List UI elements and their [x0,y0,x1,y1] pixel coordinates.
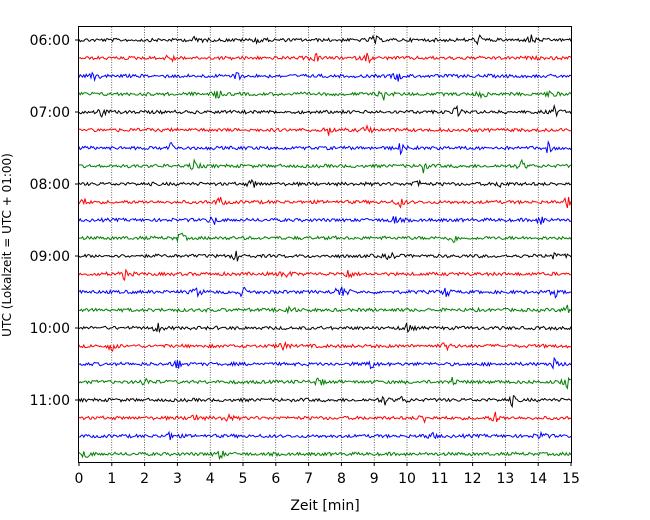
seismic-trace [78,394,572,409]
y-axis-label: UTC (Lokalzeit = UTC + 01:00) [0,153,14,337]
grid-layer [111,27,539,462]
seismic-trace [78,341,572,352]
x-tick-label: 14 [529,471,547,487]
seismic-trace [78,90,572,101]
y-axis: 06:00 07:00 08:00 09:00 10:00 11:00 [30,33,79,409]
y-tick-label: 10:00 [30,321,70,337]
seismic-trace [78,250,572,262]
seismic-trace [78,411,572,424]
x-tick-label: 9 [370,471,379,487]
x-tick-label: 1 [107,471,116,487]
x-tick-label: 8 [337,471,346,487]
x-axis-label: Zeit [min] [290,498,359,514]
x-tick-label: 2 [140,471,149,487]
x-tick-label: 10 [398,471,416,487]
seismic-trace [78,178,572,189]
x-tick-label: 11 [431,471,449,487]
seismic-trace [78,356,572,370]
x-tick-label: 7 [304,471,313,487]
seismic-trace [78,304,572,315]
y-tick-label: 07:00 [30,105,70,121]
seismic-trace [78,103,572,118]
x-tick-label: 4 [206,471,215,487]
seismic-trace [78,196,572,209]
seismic-trace [78,140,572,156]
seismic-trace [78,34,572,46]
seismic-trace [78,322,572,334]
x-tick-label: 12 [464,471,482,487]
seismic-trace [78,376,572,390]
seismic-trace [78,124,572,136]
y-tick-label: 06:00 [30,33,70,49]
y-tick-label: 09:00 [30,249,70,265]
x-tick-label: 6 [271,471,280,487]
seismic-trace [78,52,572,64]
x-tick-label: 0 [75,471,84,487]
plot-frame [78,26,572,463]
trace-layer [78,34,572,461]
seismic-trace [78,71,572,83]
y-tick-label: 08:00 [30,177,70,193]
seismic-trace [78,285,572,299]
seismic-trace [78,232,572,243]
x-tick-label: 15 [562,471,580,487]
seismic-trace [78,450,572,461]
x-tick-label: 13 [496,471,514,487]
x-tick-label: 5 [239,471,248,487]
y-tick-label: 11:00 [30,393,70,409]
seismic-trace [78,430,572,441]
seismic-trace [78,268,571,282]
seismic-trace [78,216,572,225]
x-tick-label: 3 [173,471,182,487]
x-axis: 0 1 2 3 4 5 6 7 8 9 10 11 12 13 14 15 [75,462,580,487]
seismic-trace [78,158,572,174]
